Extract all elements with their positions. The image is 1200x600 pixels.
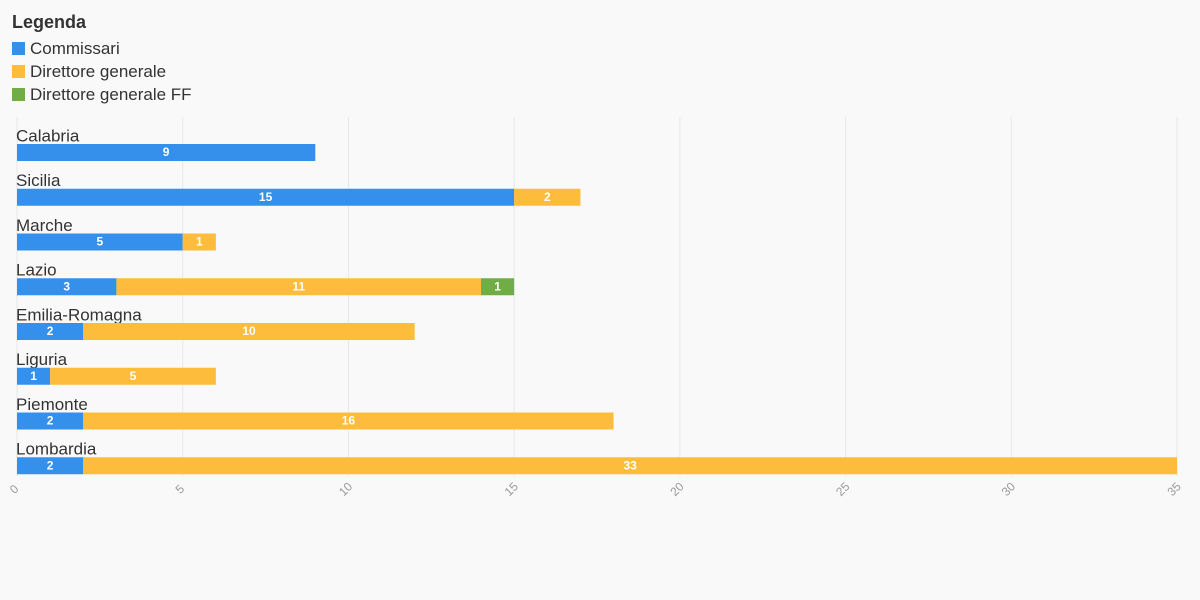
- bar-emilia-romagna-commissari: [17, 323, 84, 340]
- x-tick-label-20: 20: [667, 479, 687, 499]
- value-label-marche-direttore-generale: 1: [196, 235, 203, 249]
- bar-sicilia-direttore-generale: [514, 188, 581, 206]
- legend-swatch-direttore-generale: [12, 65, 25, 78]
- category-label-emilia-romagna: Emilia-Romagna: [16, 305, 142, 324]
- bar-sicilia-commissari: [17, 188, 515, 206]
- x-tick-label-10: 10: [336, 479, 356, 499]
- bar-lazio-commissari: [17, 278, 117, 296]
- bar-marche-commissari: [17, 233, 183, 251]
- x-tick-label-35: 35: [1164, 479, 1184, 499]
- bar-lazio-direttore-generale-ff: [481, 278, 515, 296]
- value-label-emilia-romagna-direttore-generale: 10: [242, 324, 256, 338]
- bar-emilia-romagna-direttore-generale: [83, 323, 415, 340]
- value-label-piemonte-direttore-generale: 16: [342, 414, 356, 428]
- legend-item-commissari: Commissari: [12, 37, 192, 60]
- x-tick-label-30: 30: [999, 479, 1019, 499]
- legend-label-direttore-generale: Direttore generale: [30, 61, 167, 81]
- bar-piemonte-direttore-generale: [83, 412, 614, 430]
- category-label-calabria: Calabria: [16, 126, 80, 145]
- legend-item-direttore-generale: Direttore generale: [12, 60, 192, 83]
- bar-calabria-commissari: [17, 144, 316, 161]
- category-label-marche: Marche: [16, 216, 73, 235]
- legend-label-direttore-generale-ff: Direttore generale FF: [30, 84, 192, 104]
- value-label-lazio-direttore-generale: 11: [292, 279, 305, 293]
- value-label-calabria-commissari: 9: [163, 145, 170, 159]
- category-label-lombardia: Lombardia: [16, 440, 97, 459]
- category-label-liguria: Liguria: [16, 350, 68, 369]
- x-tick-label-5: 5: [173, 482, 188, 497]
- value-label-emilia-romagna-commissari: 2: [47, 324, 54, 338]
- value-label-piemonte-commissari: 2: [47, 414, 54, 428]
- bar-lombardia-commissari: [17, 457, 84, 475]
- x-tick-label-25: 25: [833, 479, 853, 499]
- bar-lazio-direttore-generale: [116, 278, 481, 296]
- category-label-sicilia: Sicilia: [16, 171, 61, 190]
- legend-swatch-commissari: [12, 42, 25, 55]
- bar-marche-direttore-generale: [182, 233, 216, 251]
- x-tick-label-15: 15: [502, 479, 522, 499]
- legend-swatch-direttore-generale-ff: [12, 88, 25, 101]
- x-tick-label-0: 0: [7, 482, 22, 497]
- bar-liguria-commissari: [17, 367, 51, 385]
- legend-title: Legenda: [12, 12, 87, 32]
- category-label-lazio: Lazio: [16, 261, 57, 280]
- value-label-lombardia-direttore-generale: 33: [623, 458, 637, 472]
- value-label-liguria-direttore-generale: 5: [130, 369, 137, 383]
- value-label-marche-commissari: 5: [97, 235, 104, 249]
- bar-liguria-direttore-generale: [50, 367, 216, 385]
- value-label-sicilia-commissari: 15: [259, 190, 273, 204]
- value-label-lazio-commissari: 3: [63, 279, 70, 293]
- legend-label-commissari: Commissari: [30, 38, 120, 58]
- bar-piemonte-commissari: [17, 412, 84, 430]
- value-label-liguria-commissari: 1: [30, 369, 37, 383]
- bar-lombardia-direttore-generale: [83, 457, 1177, 475]
- legend-item-direttore-generale-ff: Direttore generale FF: [12, 83, 192, 106]
- value-label-sicilia-direttore-generale: 2: [544, 190, 551, 204]
- legend: Legenda Commissari Direttore generale Di…: [12, 12, 192, 106]
- value-label-lombardia-commissari: 2: [47, 458, 54, 472]
- value-label-lazio-direttore-generale-ff: 1: [494, 279, 501, 293]
- category-label-piemonte: Piemonte: [16, 395, 88, 414]
